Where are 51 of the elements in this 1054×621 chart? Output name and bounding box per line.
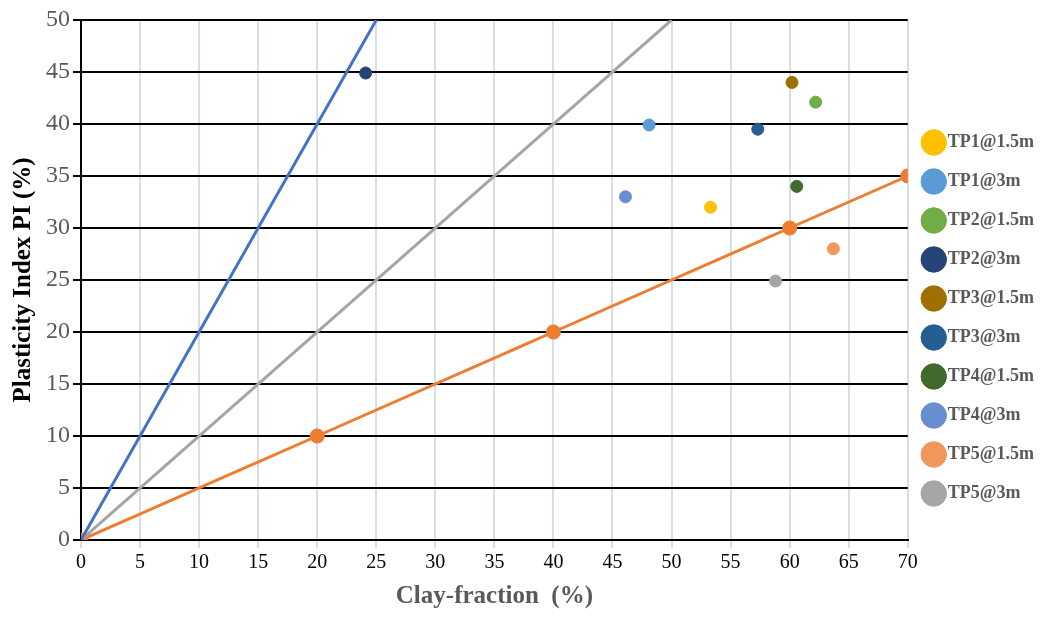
y-tick-label: 40: [46, 109, 70, 136]
x-tick-label: 30: [425, 550, 446, 573]
x-tick-label: 35: [484, 550, 505, 573]
legend-label: TP5@3m: [947, 482, 1021, 503]
point: [785, 75, 799, 89]
x-tick-label: 20: [307, 550, 328, 573]
x-tick-label: 55: [720, 550, 741, 573]
x-tick-label: 15: [248, 550, 269, 573]
point: [359, 66, 373, 80]
y-tick-label: 10: [46, 421, 70, 448]
legend-label: TP2@1.5m: [947, 209, 1035, 230]
point: [618, 190, 632, 204]
y-tick-label: 45: [46, 57, 70, 84]
legend-label: TP3@3m: [947, 326, 1021, 347]
x-tick-label: 50: [661, 550, 682, 573]
y-tick-label: 15: [46, 369, 70, 396]
x-tick-label: 5: [135, 550, 146, 573]
point: [782, 220, 798, 236]
x-tick-label: 65: [838, 550, 859, 573]
point: [790, 179, 804, 193]
y-axis-title: Plasticity Index PI (%): [8, 157, 37, 403]
legend-label: TP4@1.5m: [947, 365, 1035, 386]
x-tick-label: 10: [189, 550, 210, 573]
point: [768, 274, 782, 288]
y-tick-label: 30: [46, 213, 70, 240]
x-tick-label: 0: [76, 550, 86, 573]
y-tick-label: 35: [46, 161, 70, 188]
x-tick-label: 70: [897, 550, 918, 573]
y-tick-label: 50: [46, 5, 70, 32]
x-tick-label: 25: [366, 550, 387, 573]
y-tick-label: 5: [58, 473, 70, 500]
point: [826, 242, 840, 256]
point: [309, 428, 325, 444]
point: [704, 200, 718, 214]
legend-label: TP3@1.5m: [947, 287, 1035, 308]
legend-label: TP1@3m: [947, 170, 1021, 191]
x-axis-title: Clay-fraction (%): [395, 581, 593, 610]
point: [545, 324, 561, 340]
legend-label: TP5@1.5m: [947, 443, 1035, 464]
legend-label: TP1@1.5m: [947, 131, 1035, 152]
legend-label: TP4@3m: [947, 404, 1021, 425]
x-tick-label: 40: [543, 550, 564, 573]
y-tick-label: 20: [46, 317, 70, 344]
y-tick-label: 0: [58, 525, 70, 552]
legend-label: TP2@3m: [947, 248, 1021, 269]
y-tick-label: 25: [46, 265, 70, 292]
x-tick-label: 45: [602, 550, 623, 573]
point: [642, 118, 656, 132]
point: [751, 122, 765, 136]
x-tick-label: 60: [779, 550, 800, 573]
point: [809, 95, 823, 109]
